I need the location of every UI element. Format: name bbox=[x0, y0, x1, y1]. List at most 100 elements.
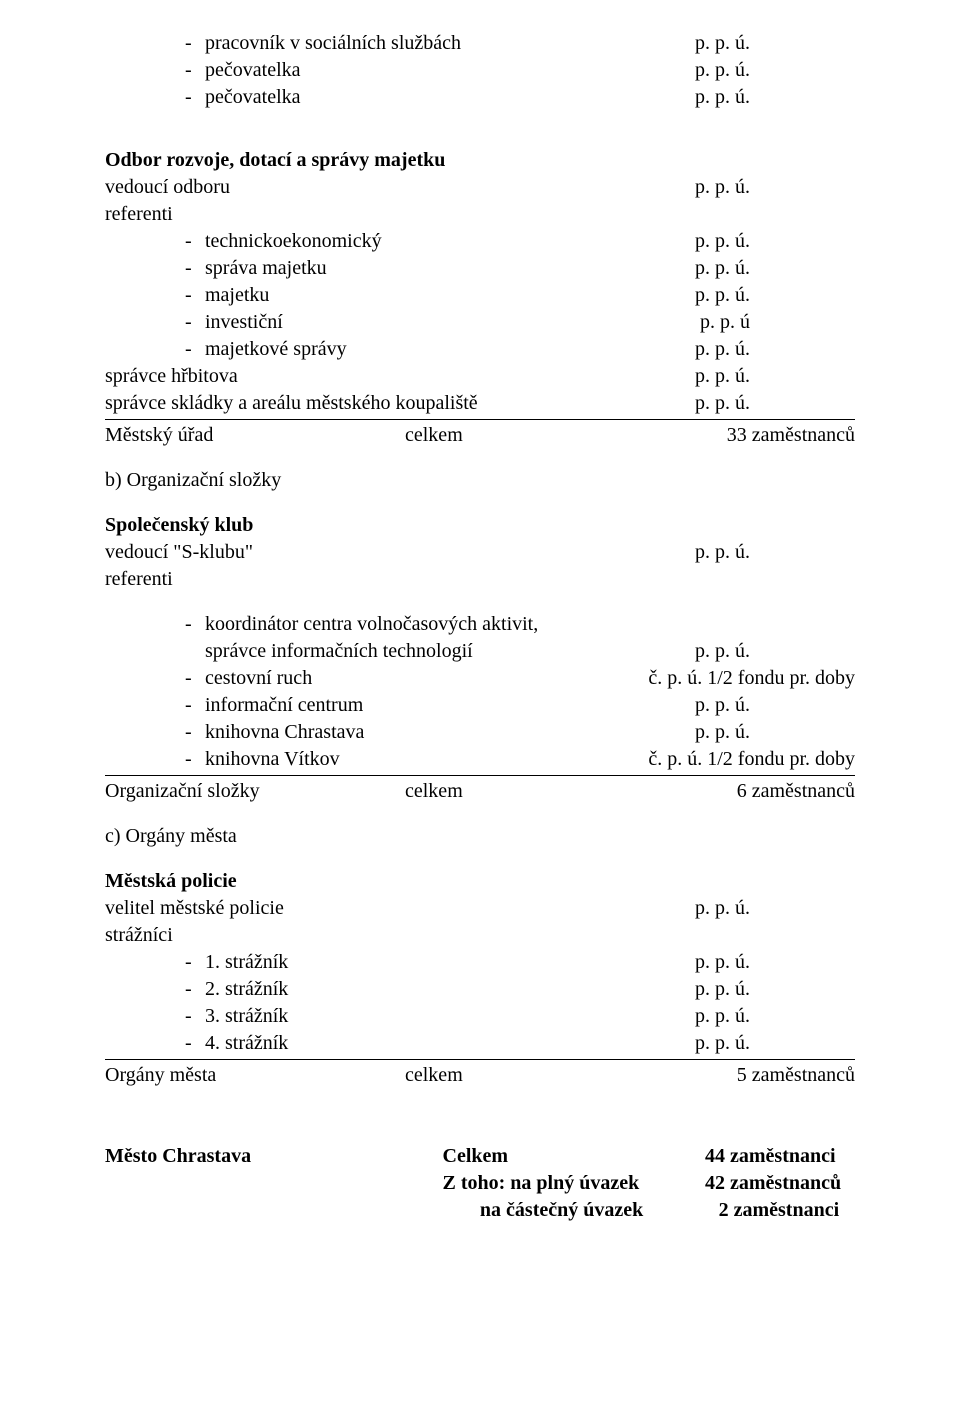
totals-value: 42 zaměstnanců bbox=[705, 1170, 855, 1197]
totals-row: Město Chrastava Celkem 44 zaměstnanci bbox=[105, 1143, 855, 1170]
subsection-heading: Společenský klub bbox=[105, 512, 855, 539]
bullet: - bbox=[185, 1030, 205, 1057]
list-item: -informační centrum p. p. ú. bbox=[105, 692, 855, 719]
list-item: -3. strážník p. p. ú. bbox=[105, 1003, 855, 1030]
item-value: p. p. ú. bbox=[695, 282, 855, 309]
item-value: p. p. ú. bbox=[695, 174, 855, 201]
list-item: -pečovatelka p. p. ú. bbox=[105, 57, 855, 84]
list-item: -knihovna Chrastava p. p. ú. bbox=[105, 719, 855, 746]
bullet: - bbox=[185, 976, 205, 1003]
item-label: pracovník v sociálních službách bbox=[205, 30, 461, 57]
item-label: majetkové správy bbox=[205, 336, 347, 363]
item-label: pečovatelka bbox=[205, 84, 301, 111]
item-value: p. p. ú. bbox=[695, 976, 855, 1003]
item-value: p. p. ú bbox=[700, 309, 855, 336]
item-label: majetku bbox=[205, 282, 269, 309]
item-label: 2. strážník bbox=[205, 976, 288, 1003]
item-label: správce hřbitova bbox=[105, 363, 238, 390]
subsection-heading: Městská policie bbox=[105, 868, 855, 895]
bullet: - bbox=[185, 665, 205, 692]
summary-count: 33 zaměstnanců bbox=[593, 422, 856, 449]
divider bbox=[105, 775, 855, 776]
totals-label: Z toho: na plný úvazek bbox=[443, 1170, 706, 1197]
list-item: velitel městské policie p. p. ú. bbox=[105, 895, 855, 922]
bullet: - bbox=[185, 949, 205, 976]
item-label: cestovní ruch bbox=[205, 665, 312, 692]
totals-value: 2 zaměstnanci bbox=[719, 1197, 855, 1224]
bullet: - bbox=[185, 336, 205, 363]
item-value: p. p. ú. bbox=[695, 228, 855, 255]
item-value: p. p. ú. bbox=[695, 1030, 855, 1057]
bullet: - bbox=[185, 611, 205, 638]
section-heading: b) Organizační složky bbox=[105, 467, 855, 494]
list-item: -správa majetku p. p. ú. bbox=[105, 255, 855, 282]
summary-label: Orgány města bbox=[105, 1062, 405, 1089]
section-heading: c) Orgány města bbox=[105, 823, 855, 850]
list-item: -investiční p. p. ú bbox=[105, 309, 855, 336]
item-label: vedoucí odboru bbox=[105, 174, 230, 201]
list-item: -2. strážník p. p. ú. bbox=[105, 976, 855, 1003]
item-label: pečovatelka bbox=[205, 57, 301, 84]
summary-mid: celkem bbox=[405, 778, 593, 805]
referenti-label: referenti bbox=[105, 201, 855, 228]
bullet: - bbox=[185, 692, 205, 719]
document-page: -pracovník v sociálních službách p. p. ú… bbox=[0, 0, 960, 1428]
list-item: -pracovník v sociálních službách p. p. ú… bbox=[105, 30, 855, 57]
list-item: -technickoekonomický p. p. ú. bbox=[105, 228, 855, 255]
bullet: - bbox=[185, 1003, 205, 1030]
item-label: 1. strážník bbox=[205, 949, 288, 976]
item-label: 4. strážník bbox=[205, 1030, 288, 1057]
bullet: - bbox=[185, 228, 205, 255]
item-label: správa majetku bbox=[205, 255, 327, 282]
totals-row: Z toho: na plný úvazek 42 zaměstnanců bbox=[105, 1170, 855, 1197]
item-value: p. p. ú. bbox=[695, 539, 855, 566]
list-item: vedoucí odboru p. p. ú. bbox=[105, 174, 855, 201]
summary-row: Městský úřad celkem 33 zaměstnanců bbox=[105, 422, 855, 449]
bullet: - bbox=[185, 746, 205, 773]
item-label: vedoucí "S-klubu" bbox=[105, 539, 253, 566]
list-item: -4. strážník p. p. ú. bbox=[105, 1030, 855, 1057]
list-item: -cestovní ruch č. p. ú. 1/2 fondu pr. do… bbox=[105, 665, 855, 692]
bullet-spacer bbox=[185, 638, 205, 665]
item-label: koordinátor centra volnočasových aktivit… bbox=[205, 611, 538, 638]
summary-count: 6 zaměstnanců bbox=[593, 778, 856, 805]
bullet: - bbox=[185, 57, 205, 84]
item-label: investiční bbox=[205, 309, 283, 336]
list-item: -majetkové správy p. p. ú. bbox=[105, 336, 855, 363]
totals-city: Město Chrastava bbox=[105, 1143, 443, 1170]
item-value: č. p. ú. 1/2 fondu pr. doby bbox=[648, 746, 855, 773]
summary-row: Orgány města celkem 5 zaměstnanců bbox=[105, 1062, 855, 1089]
bullet: - bbox=[185, 719, 205, 746]
list-item: -1. strážník p. p. ú. bbox=[105, 949, 855, 976]
item-value: p. p. ú. bbox=[695, 30, 855, 57]
totals-label: Celkem bbox=[443, 1143, 706, 1170]
item-label: správce skládky a areálu městského koupa… bbox=[105, 390, 478, 417]
item-value: p. p. ú. bbox=[695, 638, 855, 665]
item-label: knihovna Vítkov bbox=[205, 746, 340, 773]
totals-row: na částečný úvazek 2 zaměstnanci bbox=[105, 1197, 855, 1224]
list-item: -pečovatelka p. p. ú. bbox=[105, 84, 855, 111]
summary-count: 5 zaměstnanců bbox=[593, 1062, 856, 1089]
item-label: knihovna Chrastava bbox=[205, 719, 364, 746]
totals-label: na částečný úvazek bbox=[412, 1197, 719, 1224]
summary-label: Městský úřad bbox=[105, 422, 405, 449]
list-item: správce informačních technologií p. p. ú… bbox=[105, 638, 855, 665]
list-item: vedoucí "S-klubu" p. p. ú. bbox=[105, 539, 855, 566]
totals-value: 44 zaměstnanci bbox=[705, 1143, 855, 1170]
item-value: p. p. ú. bbox=[695, 57, 855, 84]
item-label: informační centrum bbox=[205, 692, 363, 719]
bullet: - bbox=[185, 255, 205, 282]
summary-mid: celkem bbox=[405, 1062, 593, 1089]
summary-mid: celkem bbox=[405, 422, 593, 449]
straznici-label: strážníci bbox=[105, 922, 855, 949]
item-value: p. p. ú. bbox=[695, 692, 855, 719]
item-label: technickoekonomický bbox=[205, 228, 382, 255]
summary-label: Organizační složky bbox=[105, 778, 405, 805]
item-value: p. p. ú. bbox=[695, 719, 855, 746]
divider bbox=[105, 419, 855, 420]
item-label: 3. strážník bbox=[205, 1003, 288, 1030]
item-value: p. p. ú. bbox=[695, 84, 855, 111]
divider bbox=[105, 1059, 855, 1060]
list-item: -knihovna Vítkov č. p. ú. 1/2 fondu pr. … bbox=[105, 746, 855, 773]
item-label: správce informačních technologií bbox=[205, 638, 473, 665]
